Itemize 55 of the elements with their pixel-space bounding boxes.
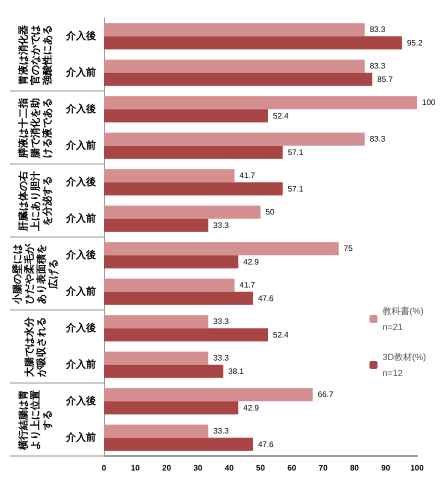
data-label: 83.3: [370, 62, 386, 71]
y-tick-label: 介入前: [65, 285, 96, 298]
y-tick-label: 介入後: [65, 102, 96, 115]
data-label: 41.7: [240, 171, 256, 180]
text: 大腸では水分が吸収される: [24, 316, 48, 379]
data-label: 41.7: [240, 280, 256, 290]
x-tick-label: 0: [102, 464, 107, 472]
data-label: 42.9: [243, 257, 260, 266]
data-label: 95.2: [406, 38, 424, 48]
y-tick-label: 介入後: [65, 322, 96, 334]
x-tick-label: 30: [193, 464, 203, 472]
data-label: 33.3: [213, 354, 230, 363]
x-tick-label: 50: [256, 464, 266, 472]
legend-label: 3D教材(%) n=12: [382, 352, 426, 378]
x-tick-label: 100: [410, 464, 424, 472]
y-tick-label: 介入後: [65, 394, 96, 407]
y-tick-label: 介入前: [65, 139, 96, 152]
y-tick-label: 介入前: [65, 66, 96, 78]
text: 小腸の壁にはひだや柔毛があり表面積を広げる: [12, 242, 60, 306]
x-tick-label: 80: [350, 464, 360, 472]
text: 胃液は消化器官のなかでは強酸性にある: [18, 24, 54, 87]
data-label: 38.1: [228, 366, 244, 376]
data-label: 33.3: [213, 317, 230, 326]
data-label: 83.3: [370, 134, 386, 144]
data-label: 57.1: [288, 148, 304, 157]
text: 肝臓は体の右上にあり胆汁を分泌する: [18, 170, 54, 234]
x-tick-label: 40: [224, 464, 234, 472]
x-tick-label: 70: [318, 464, 328, 472]
y-tick-label: 介入前: [65, 431, 96, 444]
data-label: 83.3: [370, 25, 386, 34]
data-label: 52.4: [273, 330, 290, 340]
data-label: 50: [266, 208, 275, 217]
y-tick-label: 介入後: [65, 30, 96, 42]
data-label: 57.1: [288, 184, 304, 194]
text: 膵液は十二指腸で消化を助ける液である: [18, 96, 54, 160]
data-label: 100: [422, 98, 436, 108]
data-label: 42.9: [243, 403, 260, 412]
legend-label: 教科書(%) n=21: [382, 306, 424, 332]
data-label: 33.3: [213, 426, 230, 436]
y-tick-label: 介入前: [65, 358, 96, 370]
x-tick-label: 60: [287, 464, 297, 472]
data-label: 47.6: [258, 440, 274, 449]
x-tick-label: 90: [381, 464, 391, 472]
data-label: 75: [344, 244, 354, 254]
y-tick-label: 介入前: [65, 212, 96, 224]
y-tick-label: 介入後: [65, 176, 96, 188]
x-tick-label: 20: [162, 464, 172, 472]
data-label: 33.3: [213, 220, 230, 230]
data-label: 52.4: [273, 111, 290, 120]
data-label: 85.7: [377, 74, 394, 84]
data-label: 66.7: [318, 390, 334, 400]
data-label: 47.6: [258, 294, 274, 303]
y-tick-label: 介入後: [65, 248, 96, 261]
text: 横行結腸は胃より上に位置する: [18, 388, 54, 452]
x-tick-label: 10: [130, 464, 140, 472]
